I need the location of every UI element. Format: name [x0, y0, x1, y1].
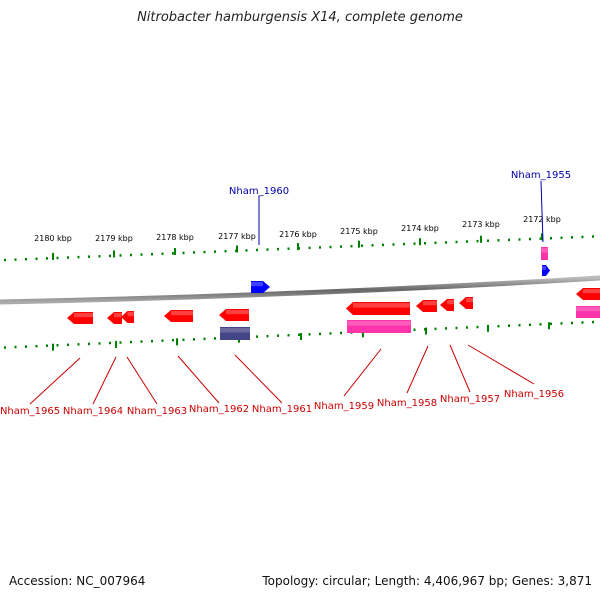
gene-arrow-body [416, 300, 437, 312]
gene-arrow-body [440, 299, 454, 311]
gene-arrow-highlight [542, 266, 546, 270]
gene-arrow-body [67, 312, 93, 324]
genome-backbone [0, 275, 600, 305]
leader-line [449, 344, 471, 393]
upper-axis: 2180 kbp 2179 kbp 2178 kbp 2177 kbp 2176 kbp… [4, 215, 594, 262]
gene-nham-1964 [107, 312, 122, 324]
gene-arrow-highlight [226, 310, 249, 315]
gene-arrow-body [121, 311, 134, 323]
gene-arrow-highlight [171, 311, 193, 316]
feature-box-highlight [576, 307, 600, 312]
feature-box-body [576, 306, 600, 318]
gene-nham-1957 [440, 299, 454, 311]
gene-arrow-highlight [114, 313, 122, 318]
leader-line [343, 348, 382, 397]
gene-nham-1958 [416, 300, 437, 312]
feature-box-body [220, 327, 250, 340]
gene-arrow-body [219, 309, 249, 321]
gene-nham-1960 [251, 281, 270, 293]
leader-line [29, 357, 81, 405]
axis-tick-label: 2174 kbp [401, 224, 439, 233]
purple-feature [220, 327, 250, 340]
gene-arrow-highlight [353, 303, 410, 308]
gene-arrow-highlight [423, 301, 437, 306]
feature-box-highlight [541, 248, 548, 253]
gene-nham-1955 [542, 265, 550, 276]
leader-line [126, 356, 158, 405]
gene-label: Nham_1956 [504, 389, 564, 400]
feature-layer [67, 247, 600, 340]
gene-nham-1965 [67, 312, 93, 324]
gene-label: Nham_1961 [252, 404, 312, 415]
pink-feature-lower [347, 320, 411, 333]
gene-arrow-body [542, 265, 550, 276]
gene-arrow-highlight [251, 282, 263, 287]
gene-arrow-highlight [583, 289, 600, 294]
gene-nham-1962 [164, 310, 193, 322]
gene-label: Nham_1965 [0, 406, 60, 417]
gene-partial-right [576, 288, 600, 300]
gene-arrow-highlight [466, 298, 473, 303]
label-layer: Nham_1960 Nham_1955 Nham_1965 Nham_1964 Nham… [0, 170, 571, 417]
leader-line [540, 180, 544, 243]
gene-label: Nham_1962 [189, 404, 249, 415]
leader-line [92, 356, 117, 405]
leader-line [177, 355, 220, 404]
genome-stats-text: Topology: circular; Length: 4,406,967 bp… [262, 574, 592, 588]
pink-feature-right [576, 306, 600, 318]
gene-label: Nham_1955 [511, 170, 571, 181]
gene-arrow-highlight [127, 312, 134, 317]
leader-line [406, 345, 429, 394]
gene-arrow-highlight [74, 313, 93, 318]
gene-nham-1956 [459, 297, 473, 309]
gene-nham-1961 [219, 309, 249, 321]
feature-box-highlight [220, 328, 250, 333]
axis-tick-label: 2176 kbp [279, 230, 317, 239]
lower-axis [4, 320, 594, 351]
chart-title: Nitrobacter hamburgensis X14, complete g… [137, 10, 463, 25]
gene-arrow-highlight [447, 300, 454, 305]
axis-tick-label: 2178 kbp [156, 233, 194, 242]
leader-line [467, 344, 535, 385]
leader-line [234, 354, 283, 404]
axis-tick-label: 2177 kbp [218, 232, 256, 241]
gene-arrow-body [459, 297, 473, 309]
feature-box-body [347, 320, 411, 333]
backbone-layer [0, 275, 600, 305]
gene-arrow-body [164, 310, 193, 322]
gene-arrow-body [576, 288, 600, 300]
gene-label: Nham_1959 [314, 401, 374, 412]
gene-label: Nham_1964 [63, 406, 123, 417]
gene-arrow-body [346, 302, 410, 315]
axis-tick-label: 2180 kbp [34, 234, 72, 243]
axis-tick-label: 2175 kbp [340, 227, 378, 236]
axis-tick-label: 2179 kbp [95, 234, 133, 243]
feature-box-highlight [347, 321, 411, 326]
gene-label: Nham_1957 [440, 394, 500, 405]
gene-label: Nham_1960 [229, 186, 289, 197]
gene-label: Nham_1963 [127, 406, 187, 417]
gene-label: Nham_1958 [377, 398, 437, 409]
pink-feature-upper [541, 247, 548, 260]
gene-arrow-body [107, 312, 122, 324]
feature-box-body [541, 247, 548, 260]
axis-tick-label: 2173 kbp [462, 220, 500, 229]
gene-nham-1959 [346, 302, 410, 315]
gene-nham-1963 [121, 311, 134, 323]
gene-arrow-body [251, 281, 270, 293]
accession-text: Accession: NC_007964 [9, 574, 146, 588]
